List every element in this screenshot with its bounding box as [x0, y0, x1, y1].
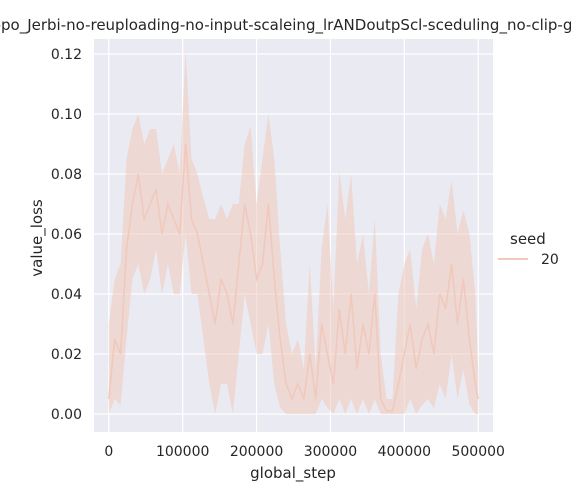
x-tick-label: 400000: [378, 444, 431, 460]
x-tick-label: 100000: [156, 444, 209, 460]
y-tick-label: 0.10: [51, 107, 82, 123]
chart-title: ppo_Jerbi-no-reuploading-no-input-scalei…: [0, 16, 571, 35]
series-line-layer: [108, 143, 479, 412]
x-axis-label: global_step: [250, 464, 336, 483]
x-tick-label: 300000: [304, 444, 357, 460]
y-tick-label: 0.00: [51, 407, 82, 423]
x-tick-label: 500000: [451, 444, 504, 460]
y-tick-label: 0.08: [51, 167, 82, 183]
legend-title: seed: [510, 230, 546, 248]
y-tick-label: 0.06: [51, 227, 82, 243]
x-tick-label: 200000: [230, 444, 283, 460]
legend: seed 20: [498, 230, 559, 268]
confidence-band-layer: [108, 51, 479, 414]
series-20-line: [108, 143, 479, 412]
y-tick-label: 0.04: [51, 287, 82, 303]
legend-label: 20: [541, 252, 559, 268]
series-20-band: [108, 51, 479, 414]
y-tick-label: 0.12: [51, 47, 82, 63]
y-tick-label: 0.02: [51, 347, 82, 363]
y-axis-ticks: 0.00 0.02 0.04 0.06 0.08 0.10 0.12: [51, 47, 82, 423]
y-axis-label: value_loss: [28, 199, 47, 277]
x-tick-label: 0: [104, 444, 113, 460]
x-axis-ticks: 0 100000 200000 300000 400000 500000: [104, 444, 505, 460]
